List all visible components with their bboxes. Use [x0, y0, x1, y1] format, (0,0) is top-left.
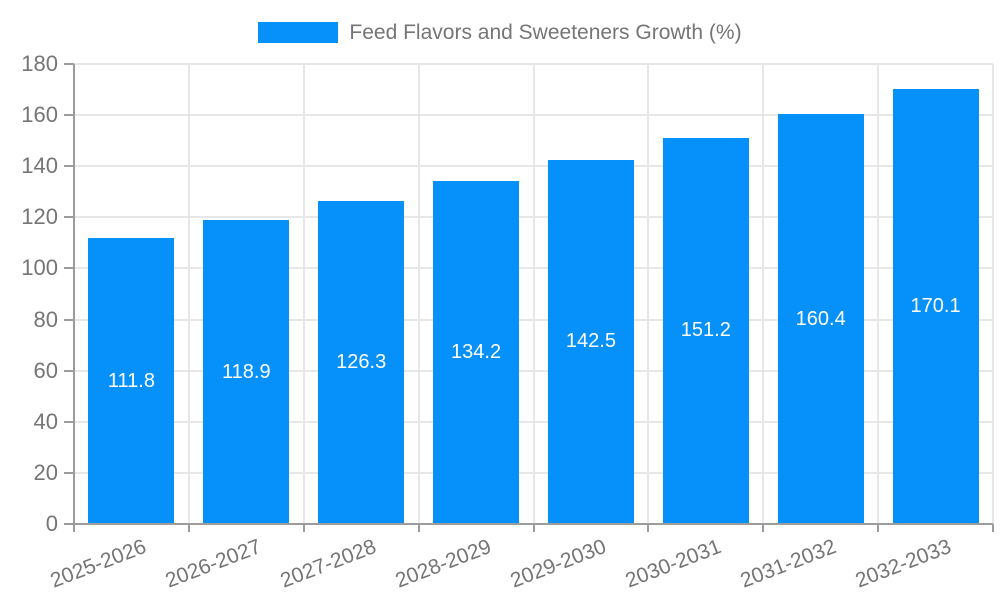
y-axis-line: [73, 64, 75, 532]
gridline-vertical: [762, 64, 765, 524]
x-axis-tick: [417, 524, 420, 532]
gridline-vertical: [647, 64, 650, 524]
x-axis-tick: [877, 524, 880, 532]
x-axis-label: 2026-2027: [162, 535, 265, 593]
y-axis-label: 160: [21, 102, 58, 128]
bar[interactable]: 170.1: [892, 89, 979, 523]
x-axis-label: 2030-2031: [622, 535, 725, 593]
x-axis-label: 2029-2030: [507, 535, 610, 593]
chart-legend-item[interactable]: Feed Flavors and Sweeteners Growth (%): [0, 12, 1000, 52]
x-axis-line: [74, 523, 993, 525]
bar[interactable]: 126.3: [318, 201, 405, 523]
bar[interactable]: 142.5: [547, 159, 634, 523]
bar[interactable]: 111.8: [88, 238, 175, 523]
x-axis-tick: [762, 524, 765, 532]
y-axis-label: 80: [33, 306, 58, 332]
legend-label: Feed Flavors and Sweeteners Growth (%): [349, 20, 742, 44]
x-axis-tick: [992, 524, 994, 532]
gridline-vertical: [302, 64, 305, 524]
gridline-vertical: [417, 64, 420, 524]
bar-value-label: 111.8: [107, 369, 155, 392]
y-axis-label: 120: [21, 204, 58, 230]
x-axis-label: 2032-2033: [851, 535, 954, 593]
y-axis-label: 140: [21, 153, 58, 179]
y-axis-tick: [64, 471, 74, 474]
x-axis-label: 2031-2032: [737, 535, 840, 593]
gridline-vertical: [187, 64, 190, 524]
gridline-vertical: [992, 64, 994, 524]
y-axis-tick: [64, 216, 74, 219]
bar-value-label: 170.1: [910, 295, 961, 318]
y-axis-tick: [64, 267, 74, 270]
bar-value-label: 142.5: [565, 330, 616, 353]
y-axis-tick: [64, 63, 74, 65]
y-axis-tick: [64, 165, 74, 168]
bar[interactable]: 160.4: [777, 114, 864, 523]
y-axis-tick: [64, 318, 74, 321]
y-axis-tick: [64, 523, 74, 525]
bar-value-label: 160.4: [795, 307, 846, 330]
bar[interactable]: 134.2: [433, 181, 520, 523]
y-axis-label: 60: [33, 357, 58, 383]
bar-value-label: 126.3: [336, 351, 387, 374]
x-axis-label: 2027-2028: [277, 535, 380, 593]
x-axis-tick: [647, 524, 650, 532]
x-axis-tick: [302, 524, 305, 532]
legend-swatch: [258, 21, 339, 43]
bar[interactable]: 118.9: [203, 220, 290, 523]
y-axis-label: 40: [33, 408, 58, 434]
bar-value-label: 134.2: [451, 341, 502, 363]
gridline-vertical: [532, 64, 535, 524]
bar-value-label: 118.9: [222, 360, 271, 383]
y-axis-tick: [64, 369, 74, 372]
y-axis-tick: [64, 114, 74, 117]
bar[interactable]: 151.2: [662, 137, 749, 523]
y-axis-label: 180: [21, 51, 58, 76]
x-axis-tick: [532, 524, 535, 532]
y-axis-label: 100: [21, 255, 58, 281]
y-axis-tick: [64, 420, 74, 423]
y-axis-label: 20: [33, 459, 58, 485]
bar-value-label: 151.2: [680, 319, 731, 342]
x-axis-label: 2025-2026: [47, 535, 150, 593]
x-axis-label: 2028-2029: [392, 535, 495, 593]
y-axis-label: 0: [45, 511, 58, 536]
x-axis-tick: [187, 524, 190, 532]
gridline-vertical: [877, 64, 880, 524]
